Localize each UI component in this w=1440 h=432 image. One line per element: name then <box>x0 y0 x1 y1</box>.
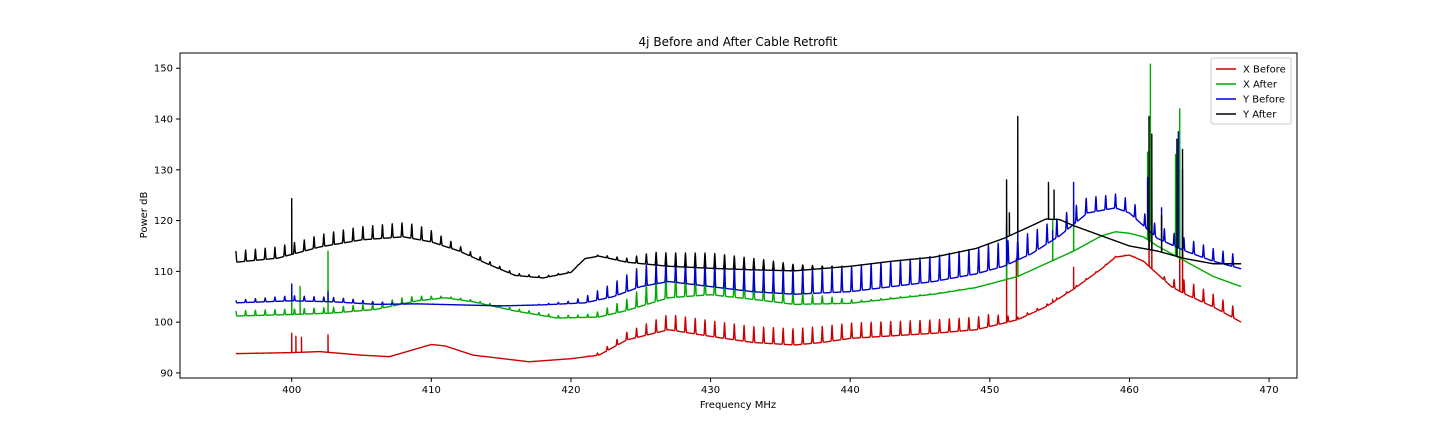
x-tick-label: 430 <box>701 385 720 396</box>
legend-entry-label: Y After <box>1242 110 1277 121</box>
x-tick-label: 400 <box>282 385 301 396</box>
series-line-x-after <box>235 63 1242 319</box>
legend: X Before X After Y Before Y After <box>1210 57 1292 125</box>
series-line-x-before <box>235 219 1242 363</box>
series-layer <box>235 63 1242 363</box>
y-axis-label: Power dB <box>139 192 150 239</box>
plot-frame <box>179 52 1298 379</box>
y-tick-label: 100 <box>154 318 173 329</box>
y-tick-label: 130 <box>154 165 173 176</box>
legend-entry-label: X After <box>1243 80 1278 91</box>
x-tick-label: 450 <box>980 385 999 396</box>
y-tick-label: 110 <box>154 267 173 278</box>
y-tick-label: 140 <box>154 115 173 126</box>
y-tick-label: 150 <box>154 64 173 75</box>
series-line-y-before <box>235 131 1242 307</box>
y-tick-label: 120 <box>154 216 173 227</box>
legend-entry-label: X Before <box>1243 65 1286 76</box>
x-tick-label: 470 <box>1260 385 1279 396</box>
legend-box <box>1210 57 1292 125</box>
x-axis: 400 410 420 430 440 450 460 470 <box>282 378 1279 396</box>
x-tick-label: 460 <box>1120 385 1139 396</box>
x-axis-label: Frequency MHz <box>700 400 776 411</box>
x-tick-label: 410 <box>422 385 441 396</box>
x-tick-label: 440 <box>841 385 860 396</box>
legend-entry-label: Y Before <box>1242 95 1285 106</box>
x-tick-label: 420 <box>561 385 580 396</box>
chart-title: 4j Before and After Cable Retrofit <box>639 35 838 49</box>
y-axis: 90 100 110 120 130 140 150 <box>154 64 180 379</box>
series-line-y-after <box>235 115 1242 279</box>
y-tick-label: 90 <box>160 368 173 379</box>
